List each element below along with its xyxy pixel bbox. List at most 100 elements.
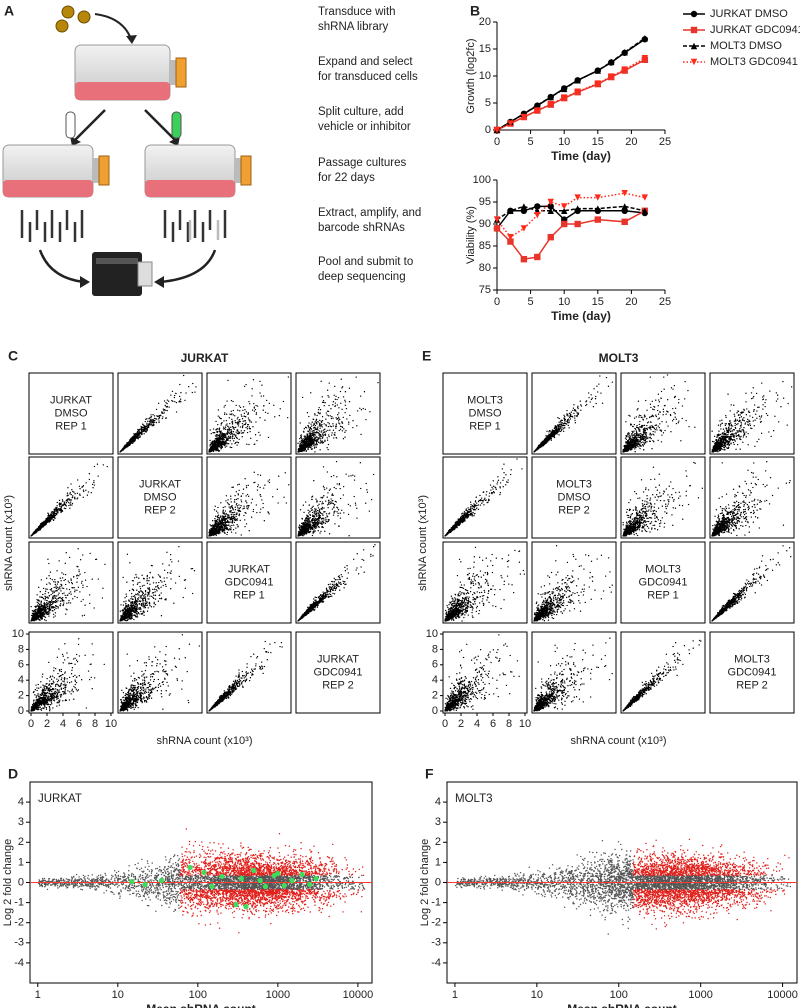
panel-label: D xyxy=(8,766,18,782)
workflow-step: deep sequencing xyxy=(318,271,406,283)
highlight-point xyxy=(299,871,305,878)
x-tick-label: 10 xyxy=(112,989,124,1001)
x-tick-label: 100 xyxy=(610,989,628,1001)
y-tick-label: 6 xyxy=(18,659,24,671)
y-tick-label: 2 xyxy=(435,836,441,848)
marker xyxy=(493,216,501,223)
marker xyxy=(594,194,601,201)
x-tick-label: 5 xyxy=(528,136,534,148)
highlight-point xyxy=(219,873,225,880)
significant-cloud xyxy=(632,838,790,930)
marker xyxy=(641,54,649,62)
x-tick-label: 4 xyxy=(60,718,66,730)
workflow-step: vehicle or inhibitor xyxy=(318,121,411,133)
x-axis-label: shRNA count (x10³) xyxy=(157,735,253,747)
legend-label: JURKAT GDC0941 xyxy=(710,24,800,36)
point-cloud xyxy=(622,374,696,453)
flask xyxy=(144,144,252,198)
marker xyxy=(574,205,581,212)
marker xyxy=(547,203,554,210)
marker xyxy=(561,203,568,210)
y-tick-label: 20 xyxy=(479,16,491,28)
marker xyxy=(547,93,554,101)
panel-label: B xyxy=(470,3,480,19)
x-tick-label: 6 xyxy=(76,718,82,730)
marker xyxy=(641,194,649,201)
point-cloud xyxy=(622,639,702,712)
marker xyxy=(561,94,568,101)
x-tick-label: 0 xyxy=(28,718,34,730)
vehicle-tube xyxy=(65,111,76,139)
marker xyxy=(507,120,514,127)
x-tick-label: 15 xyxy=(592,296,604,308)
marker xyxy=(534,101,541,109)
point-cloud xyxy=(30,638,105,712)
cell-label: GDC0941 xyxy=(314,666,363,678)
y-tick-label: 4 xyxy=(18,674,24,686)
x-tick-label: 1 xyxy=(35,989,41,1001)
y-tick-label: 90 xyxy=(479,218,491,230)
highlight-point xyxy=(289,877,295,884)
cell-label: MOLT3 xyxy=(734,653,770,665)
highlight-point xyxy=(158,877,164,884)
highlight-point xyxy=(313,875,319,882)
highlight-point xyxy=(262,883,269,890)
marker xyxy=(547,198,554,206)
marker xyxy=(507,207,514,214)
marker xyxy=(641,35,649,42)
cell-label: REP 2 xyxy=(144,504,176,516)
x-tick-label: 6 xyxy=(490,718,496,730)
point-cloud xyxy=(533,545,613,622)
y-axis-label: shRNA count (x10³) xyxy=(417,495,429,591)
y-tick-label: 4 xyxy=(435,796,441,808)
matrix-cell xyxy=(709,541,795,624)
highlight-point xyxy=(275,870,281,877)
x-tick-label: 2 xyxy=(458,718,464,730)
cell-label: MOLT3 xyxy=(645,563,681,575)
cell-label: GDC0941 xyxy=(639,576,688,588)
y-tick-label: 2 xyxy=(18,690,24,702)
y-tick-label: 0 xyxy=(435,876,441,888)
marker xyxy=(574,194,581,201)
y-tick-label: 1 xyxy=(18,856,24,868)
arrow xyxy=(38,249,217,284)
marker xyxy=(574,77,581,84)
y-tick-label: 4 xyxy=(18,796,24,808)
marker xyxy=(608,73,615,80)
point-cloud xyxy=(30,463,108,537)
panel-label: C xyxy=(8,348,18,364)
legend-label: MOLT3 GDC0941 xyxy=(710,56,798,68)
highlight-point xyxy=(187,864,193,871)
point-cloud xyxy=(444,546,526,622)
workflow-illustration xyxy=(2,5,252,296)
marker xyxy=(621,49,628,56)
marker xyxy=(621,190,628,197)
marker xyxy=(520,256,528,263)
y-tick-label: -2 xyxy=(431,917,441,929)
marker xyxy=(520,225,528,232)
y-tick-label: 80 xyxy=(479,262,491,274)
x-axis-label: Time (day) xyxy=(551,149,611,163)
matrix-title: JURKAT xyxy=(181,351,229,365)
point-cloud xyxy=(711,461,791,537)
point-cloud xyxy=(297,544,376,622)
marker xyxy=(561,207,568,214)
cell-label: REP 1 xyxy=(469,420,501,432)
x-tick-label: 5 xyxy=(528,296,534,308)
y-tick-label: 95 xyxy=(479,196,491,208)
x-tick-label: 15 xyxy=(592,136,604,148)
panel-label: E xyxy=(422,348,431,364)
workflow-step: Transduce with xyxy=(318,6,396,18)
cell-label: JURKAT xyxy=(50,394,92,406)
x-tick-label: 10000 xyxy=(343,989,374,1001)
y-tick-label: 0 xyxy=(432,705,438,717)
marker xyxy=(534,212,541,219)
marker xyxy=(621,66,628,73)
workflow-step: Passage cultures xyxy=(318,157,406,169)
point-cloud xyxy=(119,545,196,622)
x-tick-label: 1000 xyxy=(688,989,712,1001)
highlight-point xyxy=(251,867,257,874)
workflow-step: for transduced cells xyxy=(318,71,418,83)
y-tick-label: -1 xyxy=(14,897,24,909)
cell-label: DMSO xyxy=(144,491,177,503)
